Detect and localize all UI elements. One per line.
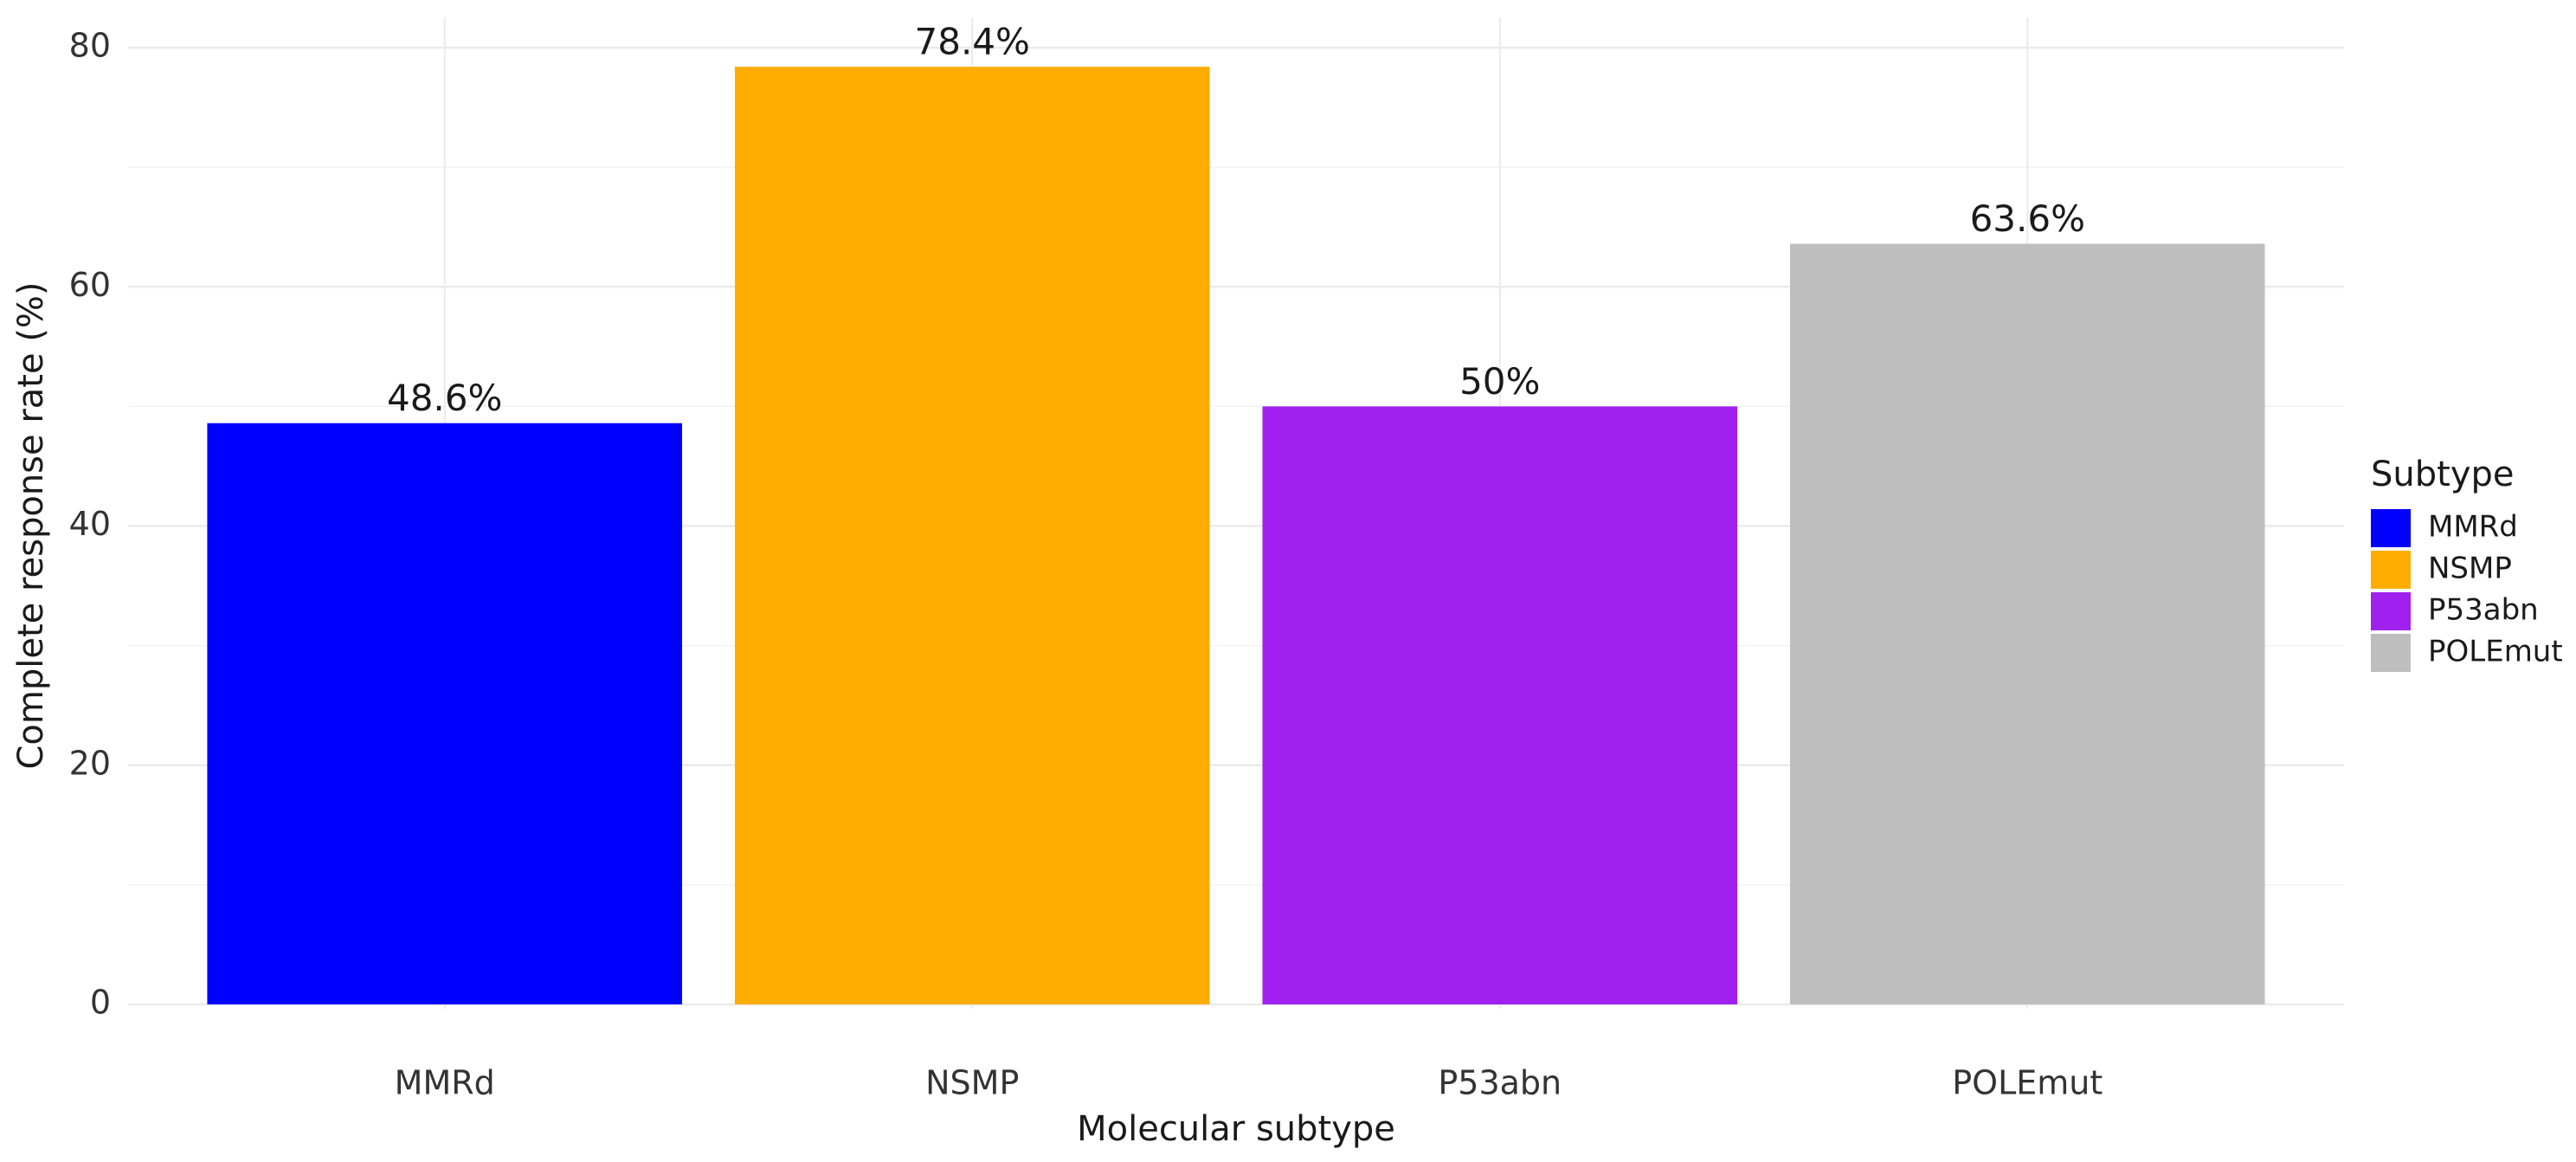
legend-label: MMRd	[2428, 510, 2518, 545]
bar	[734, 67, 1210, 1005]
legend-key	[2371, 592, 2411, 630]
legend-title: Subtype	[2371, 455, 2515, 494]
x-tick-label: MMRd	[395, 1064, 495, 1102]
legend-label: P53abn	[2428, 593, 2539, 628]
y-axis-title: Complete response rate (%)	[11, 281, 51, 769]
value-label: 78.4%	[915, 21, 1030, 63]
y-tick-label: 80	[69, 27, 111, 65]
x-tick-label: POLEmut	[1952, 1064, 2103, 1102]
value-label: 63.6%	[1970, 197, 2085, 240]
legend-label: NSMP	[2428, 552, 2512, 586]
y-tick-label: 40	[69, 505, 111, 543]
bar	[1262, 406, 1738, 1004]
y-tick-label: 60	[69, 266, 111, 304]
bar	[207, 423, 682, 1004]
legend-key	[2371, 634, 2411, 672]
y-tick-label: 0	[90, 984, 111, 1022]
x-tick-label: NSMP	[925, 1064, 1019, 1102]
value-label: 50%	[1459, 360, 1540, 403]
y-tick-label: 20	[69, 744, 111, 782]
legend-key	[2371, 509, 2411, 547]
legend-label: POLEmut	[2428, 635, 2563, 669]
value-label: 48.6%	[387, 377, 502, 419]
x-tick-label: P53abn	[1438, 1064, 1562, 1102]
legend-key	[2371, 551, 2411, 589]
bar	[1790, 243, 2265, 1004]
x-axis-title: Molecular subtype	[1077, 1109, 1395, 1149]
